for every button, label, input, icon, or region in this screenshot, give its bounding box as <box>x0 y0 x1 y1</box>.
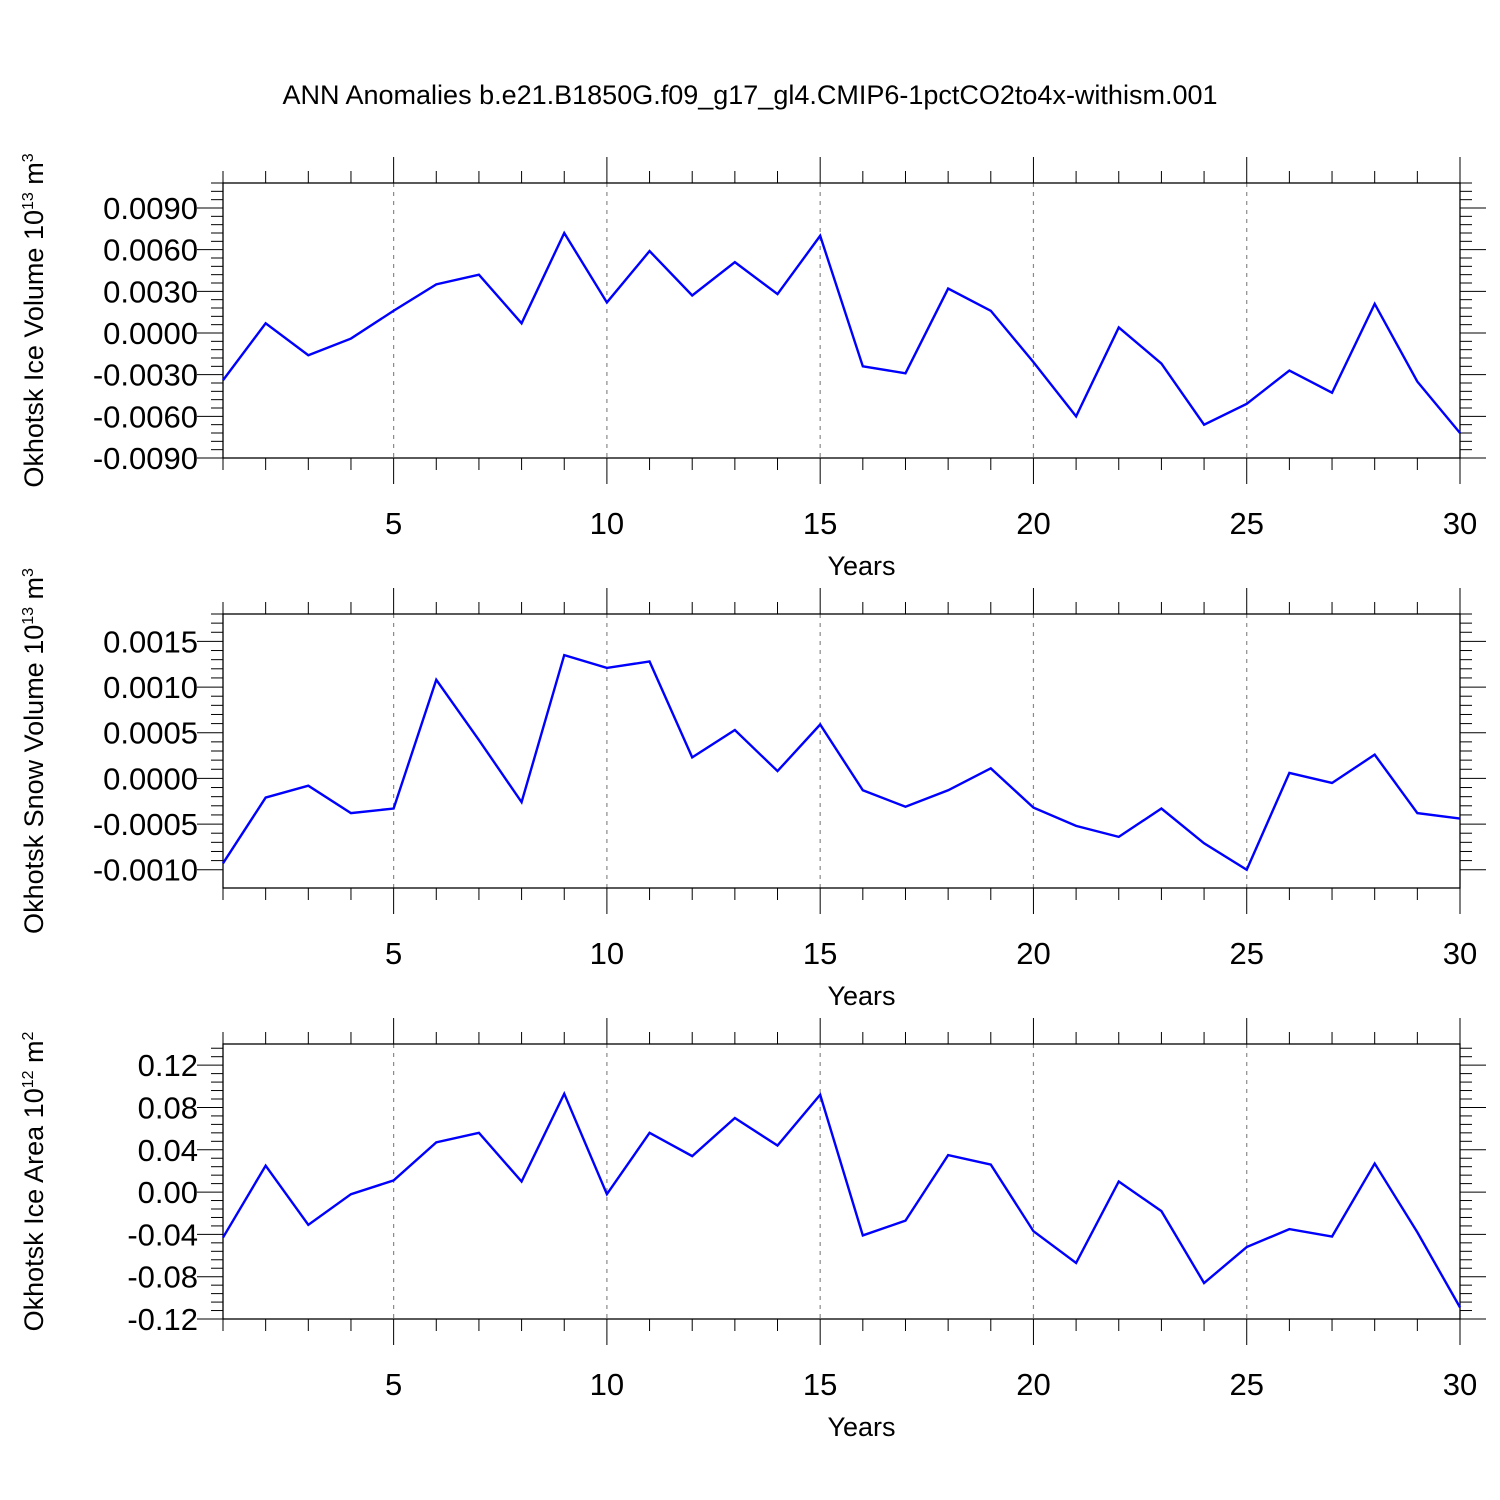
y-tick-label: -0.04 <box>127 1217 198 1252</box>
y-axis-label-unit-exponent: 2 <box>20 1031 37 1040</box>
y-tick-label: 0.0090 <box>103 191 198 226</box>
y-tick-label: 0.12 <box>138 1048 198 1083</box>
x-axis-label: Years <box>827 981 895 1011</box>
x-tick-label: 10 <box>590 936 624 971</box>
x-tick-label: 5 <box>385 506 402 541</box>
x-tick-label: 30 <box>1443 1367 1477 1402</box>
x-tick-label: 25 <box>1229 936 1263 971</box>
x-tick-label: 15 <box>803 936 837 971</box>
y-tick-label: -0.12 <box>127 1302 198 1337</box>
y-axis-label-main: Okhotsk Ice Volume 10 <box>19 210 49 488</box>
y-tick-label: 0.0015 <box>103 624 198 659</box>
panel-3: 0.12 0.08 0.04 0.00 -0.04 -0.08 -0.12 5 10 15 20 25… <box>19 1018 1486 1442</box>
y-axis-label-unit: m <box>19 1040 49 1070</box>
x-tick-label: 20 <box>1016 506 1050 541</box>
y-tick-label: 0.0000 <box>103 761 198 796</box>
series-line <box>222 230 1461 434</box>
x-tick-label: 15 <box>803 506 837 541</box>
y-tick-label: -0.0060 <box>93 399 198 434</box>
series-line <box>221 1090 1462 1308</box>
x-tick-label: 30 <box>1443 936 1477 971</box>
y-axis-label-unit: m <box>19 577 49 607</box>
y-tick-label: 0.0000 <box>103 316 198 351</box>
panel-1: 0.0090 0.0060 0.0030 0.0000 -0.0030 -0.0060 -0… <box>19 153 1486 581</box>
y-tick-label: 0.04 <box>138 1133 198 1168</box>
y-tick-label: 0.0030 <box>103 274 198 309</box>
y-tick-label: 0.0060 <box>103 233 198 268</box>
y-axis-label-unit-exponent: 3 <box>20 153 37 162</box>
x-tick-label: 20 <box>1016 936 1050 971</box>
y-tick-label: -0.08 <box>127 1260 198 1295</box>
x-tick-label: 15 <box>803 1367 837 1402</box>
x-tick-label: 10 <box>590 1367 624 1402</box>
panel-2: 0.0015 0.0010 0.0005 0.0000 -0.0005 -0.0010 5 1… <box>19 568 1486 1011</box>
y-tick-label: -0.0010 <box>93 853 198 888</box>
y-axis-label-exponent: 12 <box>20 1070 37 1088</box>
y-axis-label: Okhotsk Snow Volume 1013 m3 <box>19 568 49 934</box>
x-tick-label: 5 <box>385 1367 402 1402</box>
y-tick-label: 0.08 <box>138 1090 198 1125</box>
y-axis-label-exponent: 13 <box>20 192 37 210</box>
x-tick-label: 25 <box>1229 506 1263 541</box>
y-axis-label-main: Okhotsk Snow Volume 10 <box>19 625 49 934</box>
y-tick-label: -0.0030 <box>93 358 198 393</box>
y-tick-label: 0.0005 <box>103 716 198 751</box>
figure-title: ANN Anomalies b.e21.B1850G.f09_g17_gl4.C… <box>282 80 1218 110</box>
plot-frame <box>222 613 1461 889</box>
x-tick-label: 30 <box>1443 506 1477 541</box>
x-tick-label: 5 <box>385 936 402 971</box>
x-tick-label: 10 <box>590 506 624 541</box>
x-tick-label: 20 <box>1016 1367 1050 1402</box>
y-axis-label: Okhotsk Ice Volume 1013 m3 <box>19 153 49 487</box>
y-axis-label-unit-exponent: 3 <box>20 568 37 577</box>
y-axis-label-exponent: 13 <box>20 607 37 625</box>
y-tick-label: 0.00 <box>138 1175 198 1210</box>
y-axis-label-unit: m <box>19 162 49 192</box>
y-tick-label: -0.0005 <box>93 807 198 842</box>
y-tick-label: -0.0090 <box>93 441 198 476</box>
y-tick-label: 0.0010 <box>103 670 198 705</box>
plot-frame <box>222 182 1461 459</box>
x-tick-label: 25 <box>1229 1367 1263 1402</box>
x-axis-label: Years <box>827 1412 895 1442</box>
y-axis-label-main: Okhotsk Ice Area 10 <box>19 1088 49 1331</box>
y-axis-label: Okhotsk Ice Area 1012 m2 <box>19 1031 49 1331</box>
series-line <box>221 653 1461 872</box>
plot-frame <box>222 1043 1461 1320</box>
x-axis-label: Years <box>827 551 895 581</box>
